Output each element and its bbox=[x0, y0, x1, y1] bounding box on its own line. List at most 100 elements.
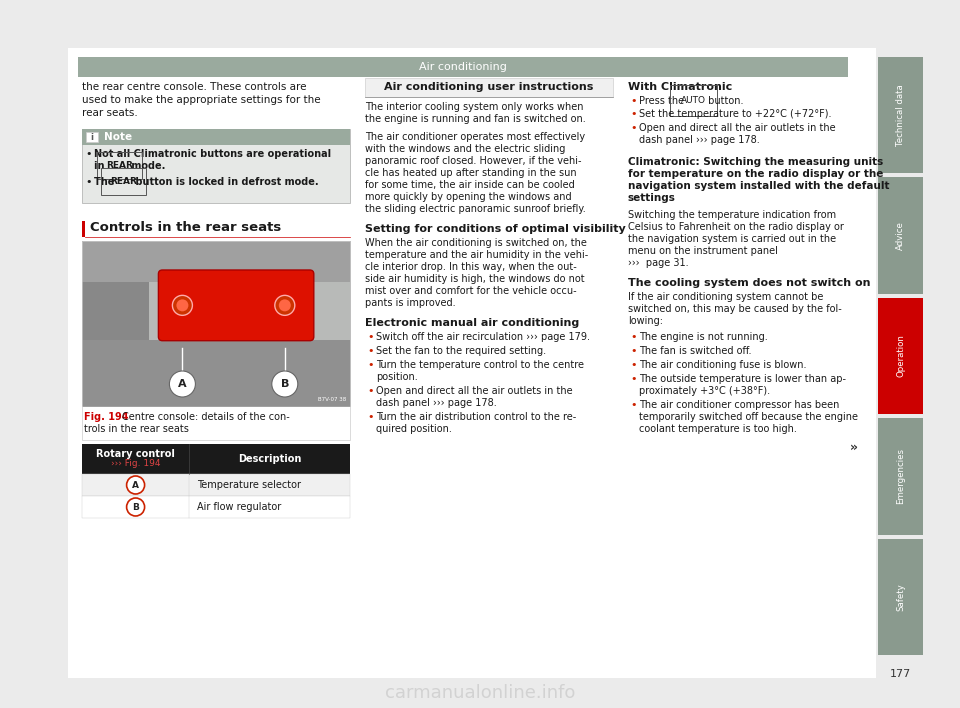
Text: Switching the temperature indication from: Switching the temperature indication fro… bbox=[628, 210, 836, 220]
Text: •: • bbox=[368, 346, 374, 356]
Text: Centre console: details of the con-: Centre console: details of the con- bbox=[122, 412, 290, 422]
Text: B7V-07 38: B7V-07 38 bbox=[318, 397, 346, 402]
Text: the rear centre console. These controls are: the rear centre console. These controls … bbox=[82, 82, 306, 92]
Bar bbox=[82, 340, 350, 406]
Bar bbox=[82, 129, 350, 203]
Text: Press the: Press the bbox=[639, 96, 687, 106]
Text: in: in bbox=[94, 161, 108, 171]
Text: The air conditioner operates most effectively: The air conditioner operates most effect… bbox=[365, 132, 586, 142]
Bar bbox=[82, 241, 350, 282]
Text: Electronic manual air conditioning: Electronic manual air conditioning bbox=[365, 318, 579, 328]
Circle shape bbox=[177, 299, 188, 312]
Text: coolant temperature is too high.: coolant temperature is too high. bbox=[639, 424, 797, 434]
Text: rear seats.: rear seats. bbox=[82, 108, 137, 118]
Bar bbox=[82, 241, 149, 406]
Bar bbox=[82, 496, 350, 518]
Text: A: A bbox=[132, 481, 139, 489]
Text: Open and direct all the air outlets in the: Open and direct all the air outlets in t… bbox=[639, 123, 835, 133]
Bar bbox=[86, 132, 98, 142]
Text: •: • bbox=[631, 109, 637, 119]
Text: switched on, this may be caused by the fol-: switched on, this may be caused by the f… bbox=[628, 304, 842, 314]
Text: Set the fan to the required setting.: Set the fan to the required setting. bbox=[376, 346, 546, 356]
Text: Climatronic: Switching the measuring units: Climatronic: Switching the measuring uni… bbox=[628, 157, 883, 167]
Text: The fan is switched off.: The fan is switched off. bbox=[639, 346, 752, 356]
Text: The air conditioning fuse is blown.: The air conditioning fuse is blown. bbox=[639, 360, 806, 370]
Circle shape bbox=[275, 295, 295, 315]
Text: mode.: mode. bbox=[129, 161, 166, 171]
Text: button.: button. bbox=[705, 96, 743, 106]
Text: When the air conditioning is switched on, the: When the air conditioning is switched on… bbox=[365, 238, 587, 248]
Text: Controls in the rear seats: Controls in the rear seats bbox=[90, 221, 281, 234]
Circle shape bbox=[127, 476, 145, 494]
Text: Fig. 194: Fig. 194 bbox=[84, 412, 129, 422]
Text: cle interior drop. In this way, when the out-: cle interior drop. In this way, when the… bbox=[365, 262, 577, 272]
Text: carmanualonline.info: carmanualonline.info bbox=[385, 684, 575, 702]
Text: Description: Description bbox=[238, 454, 301, 464]
Text: Note: Note bbox=[104, 132, 132, 142]
Text: the sliding electric panoramic sunroof briefly.: the sliding electric panoramic sunroof b… bbox=[365, 204, 586, 214]
Text: temperature and the air humidity in the vehi-: temperature and the air humidity in the … bbox=[365, 250, 588, 260]
Text: trols in the rear seats: trols in the rear seats bbox=[84, 424, 189, 434]
Text: •: • bbox=[631, 96, 637, 106]
Text: i: i bbox=[90, 132, 93, 142]
Text: If the air conditioning system cannot be: If the air conditioning system cannot be bbox=[628, 292, 824, 302]
Text: Not all Climatronic buttons are operational: Not all Climatronic buttons are operatio… bbox=[94, 149, 331, 159]
Text: •: • bbox=[631, 332, 637, 342]
Text: for temperature on the radio display or the: for temperature on the radio display or … bbox=[628, 169, 883, 179]
Text: •: • bbox=[85, 149, 92, 159]
Text: •: • bbox=[368, 360, 374, 370]
Text: Advice: Advice bbox=[896, 221, 905, 250]
Text: •: • bbox=[631, 346, 637, 356]
Bar bbox=[878, 539, 923, 655]
Text: •: • bbox=[85, 177, 92, 187]
Text: •: • bbox=[631, 400, 637, 410]
Text: Emergencies: Emergencies bbox=[896, 448, 905, 504]
Text: •: • bbox=[368, 386, 374, 396]
Text: ›››  page 31.: ››› page 31. bbox=[628, 258, 688, 268]
Text: Safety: Safety bbox=[896, 583, 905, 611]
Bar bbox=[82, 444, 350, 474]
Bar bbox=[878, 418, 923, 535]
Text: lowing:: lowing: bbox=[628, 316, 663, 326]
Text: 177: 177 bbox=[890, 669, 911, 679]
Bar bbox=[82, 221, 85, 237]
Text: used to make the appropriate settings for the: used to make the appropriate settings fo… bbox=[82, 95, 321, 105]
Text: quired position.: quired position. bbox=[376, 424, 452, 434]
Bar bbox=[82, 474, 350, 496]
Text: •: • bbox=[631, 360, 637, 370]
Text: Turn the temperature control to the centre: Turn the temperature control to the cent… bbox=[376, 360, 584, 370]
Text: button is locked in defrost mode.: button is locked in defrost mode. bbox=[132, 177, 319, 187]
Text: Temperature selector: Temperature selector bbox=[197, 480, 301, 490]
Text: •: • bbox=[631, 374, 637, 384]
Text: AUTO: AUTO bbox=[681, 96, 706, 105]
Circle shape bbox=[169, 371, 196, 397]
Text: •: • bbox=[631, 123, 637, 133]
Bar bbox=[82, 129, 350, 145]
Text: »: » bbox=[850, 441, 858, 454]
Text: The air conditioner compressor has been: The air conditioner compressor has been bbox=[639, 400, 839, 410]
Text: menu on the instrument panel: menu on the instrument panel bbox=[628, 246, 778, 256]
Text: A: A bbox=[179, 379, 186, 389]
Text: Celsius to Fahrenheit on the radio display or: Celsius to Fahrenheit on the radio displ… bbox=[628, 222, 844, 232]
Text: proximately +3°C (+38°F).: proximately +3°C (+38°F). bbox=[639, 386, 770, 396]
Text: mist over and comfort for the vehicle occu-: mist over and comfort for the vehicle oc… bbox=[365, 286, 577, 296]
Text: Operation: Operation bbox=[896, 335, 905, 377]
Bar bbox=[878, 178, 923, 294]
Text: The: The bbox=[94, 177, 118, 187]
Text: Open and direct all the air outlets in the: Open and direct all the air outlets in t… bbox=[376, 386, 572, 396]
Text: side air humidity is high, the windows do not: side air humidity is high, the windows d… bbox=[365, 274, 585, 284]
Text: With Climatronic: With Climatronic bbox=[628, 82, 732, 92]
Text: REAR: REAR bbox=[110, 177, 137, 186]
Text: Turn the air distribution control to the re-: Turn the air distribution control to the… bbox=[376, 412, 576, 422]
Text: •: • bbox=[368, 412, 374, 422]
Circle shape bbox=[173, 295, 192, 315]
Text: ››› Fig. 194: ››› Fig. 194 bbox=[110, 459, 160, 469]
Text: Air conditioning: Air conditioning bbox=[420, 62, 507, 72]
Text: Setting for conditions of optimal visibility: Setting for conditions of optimal visibi… bbox=[365, 224, 626, 234]
Text: for some time, the air inside can be cooled: for some time, the air inside can be coo… bbox=[365, 180, 575, 190]
Text: Switch off the air recirculation ››› page 179.: Switch off the air recirculation ››› pag… bbox=[376, 332, 590, 342]
Text: B: B bbox=[132, 503, 139, 511]
Circle shape bbox=[272, 371, 298, 397]
Text: more quickly by opening the windows and: more quickly by opening the windows and bbox=[365, 192, 571, 202]
Text: cle has heated up after standing in the sun: cle has heated up after standing in the … bbox=[365, 168, 577, 178]
